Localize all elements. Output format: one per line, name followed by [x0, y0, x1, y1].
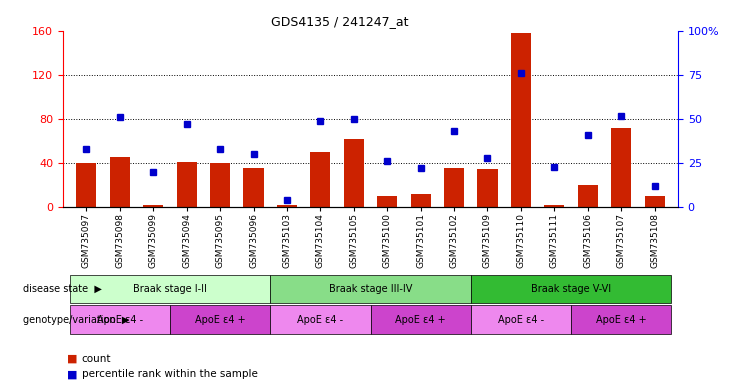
Bar — [471, 275, 671, 303]
Text: ApoE ε4 +: ApoE ε4 + — [396, 314, 446, 325]
Bar — [270, 275, 471, 303]
Bar — [545, 205, 565, 207]
Bar — [143, 205, 163, 207]
Bar — [110, 157, 130, 207]
Title: GDS4135 / 241247_at: GDS4135 / 241247_at — [271, 15, 408, 28]
Text: ApoE ε4 -: ApoE ε4 - — [97, 314, 143, 325]
Text: ■: ■ — [67, 369, 77, 379]
Bar — [571, 305, 671, 334]
Text: count: count — [82, 354, 111, 364]
Bar — [578, 185, 598, 207]
Bar — [277, 205, 297, 207]
Text: ApoE ε4 -: ApoE ε4 - — [297, 314, 343, 325]
Bar — [76, 163, 96, 207]
Text: percentile rank within the sample: percentile rank within the sample — [82, 369, 257, 379]
Text: ApoE ε4 +: ApoE ε4 + — [195, 314, 245, 325]
Text: Braak stage V-VI: Braak stage V-VI — [531, 284, 611, 294]
Bar — [176, 162, 196, 207]
Bar — [370, 305, 471, 334]
Bar — [210, 163, 230, 207]
Bar — [244, 167, 264, 207]
Text: ApoE ε4 -: ApoE ε4 - — [498, 314, 544, 325]
Text: ■: ■ — [67, 354, 77, 364]
Text: disease state  ▶: disease state ▶ — [23, 284, 102, 294]
Text: ApoE ε4 +: ApoE ε4 + — [596, 314, 646, 325]
Bar — [310, 152, 330, 207]
Text: Braak stage I-II: Braak stage I-II — [133, 284, 207, 294]
Bar — [444, 167, 464, 207]
Bar — [511, 33, 531, 207]
Bar — [70, 305, 170, 334]
Bar — [611, 128, 631, 207]
Bar — [645, 196, 665, 207]
Bar — [477, 169, 497, 207]
Bar — [170, 305, 270, 334]
Bar — [270, 305, 370, 334]
Bar — [70, 275, 270, 303]
Bar — [411, 194, 431, 207]
Bar — [344, 139, 364, 207]
Text: Braak stage III-IV: Braak stage III-IV — [329, 284, 412, 294]
Text: genotype/variation  ▶: genotype/variation ▶ — [23, 314, 130, 325]
Bar — [471, 305, 571, 334]
Bar — [377, 196, 397, 207]
